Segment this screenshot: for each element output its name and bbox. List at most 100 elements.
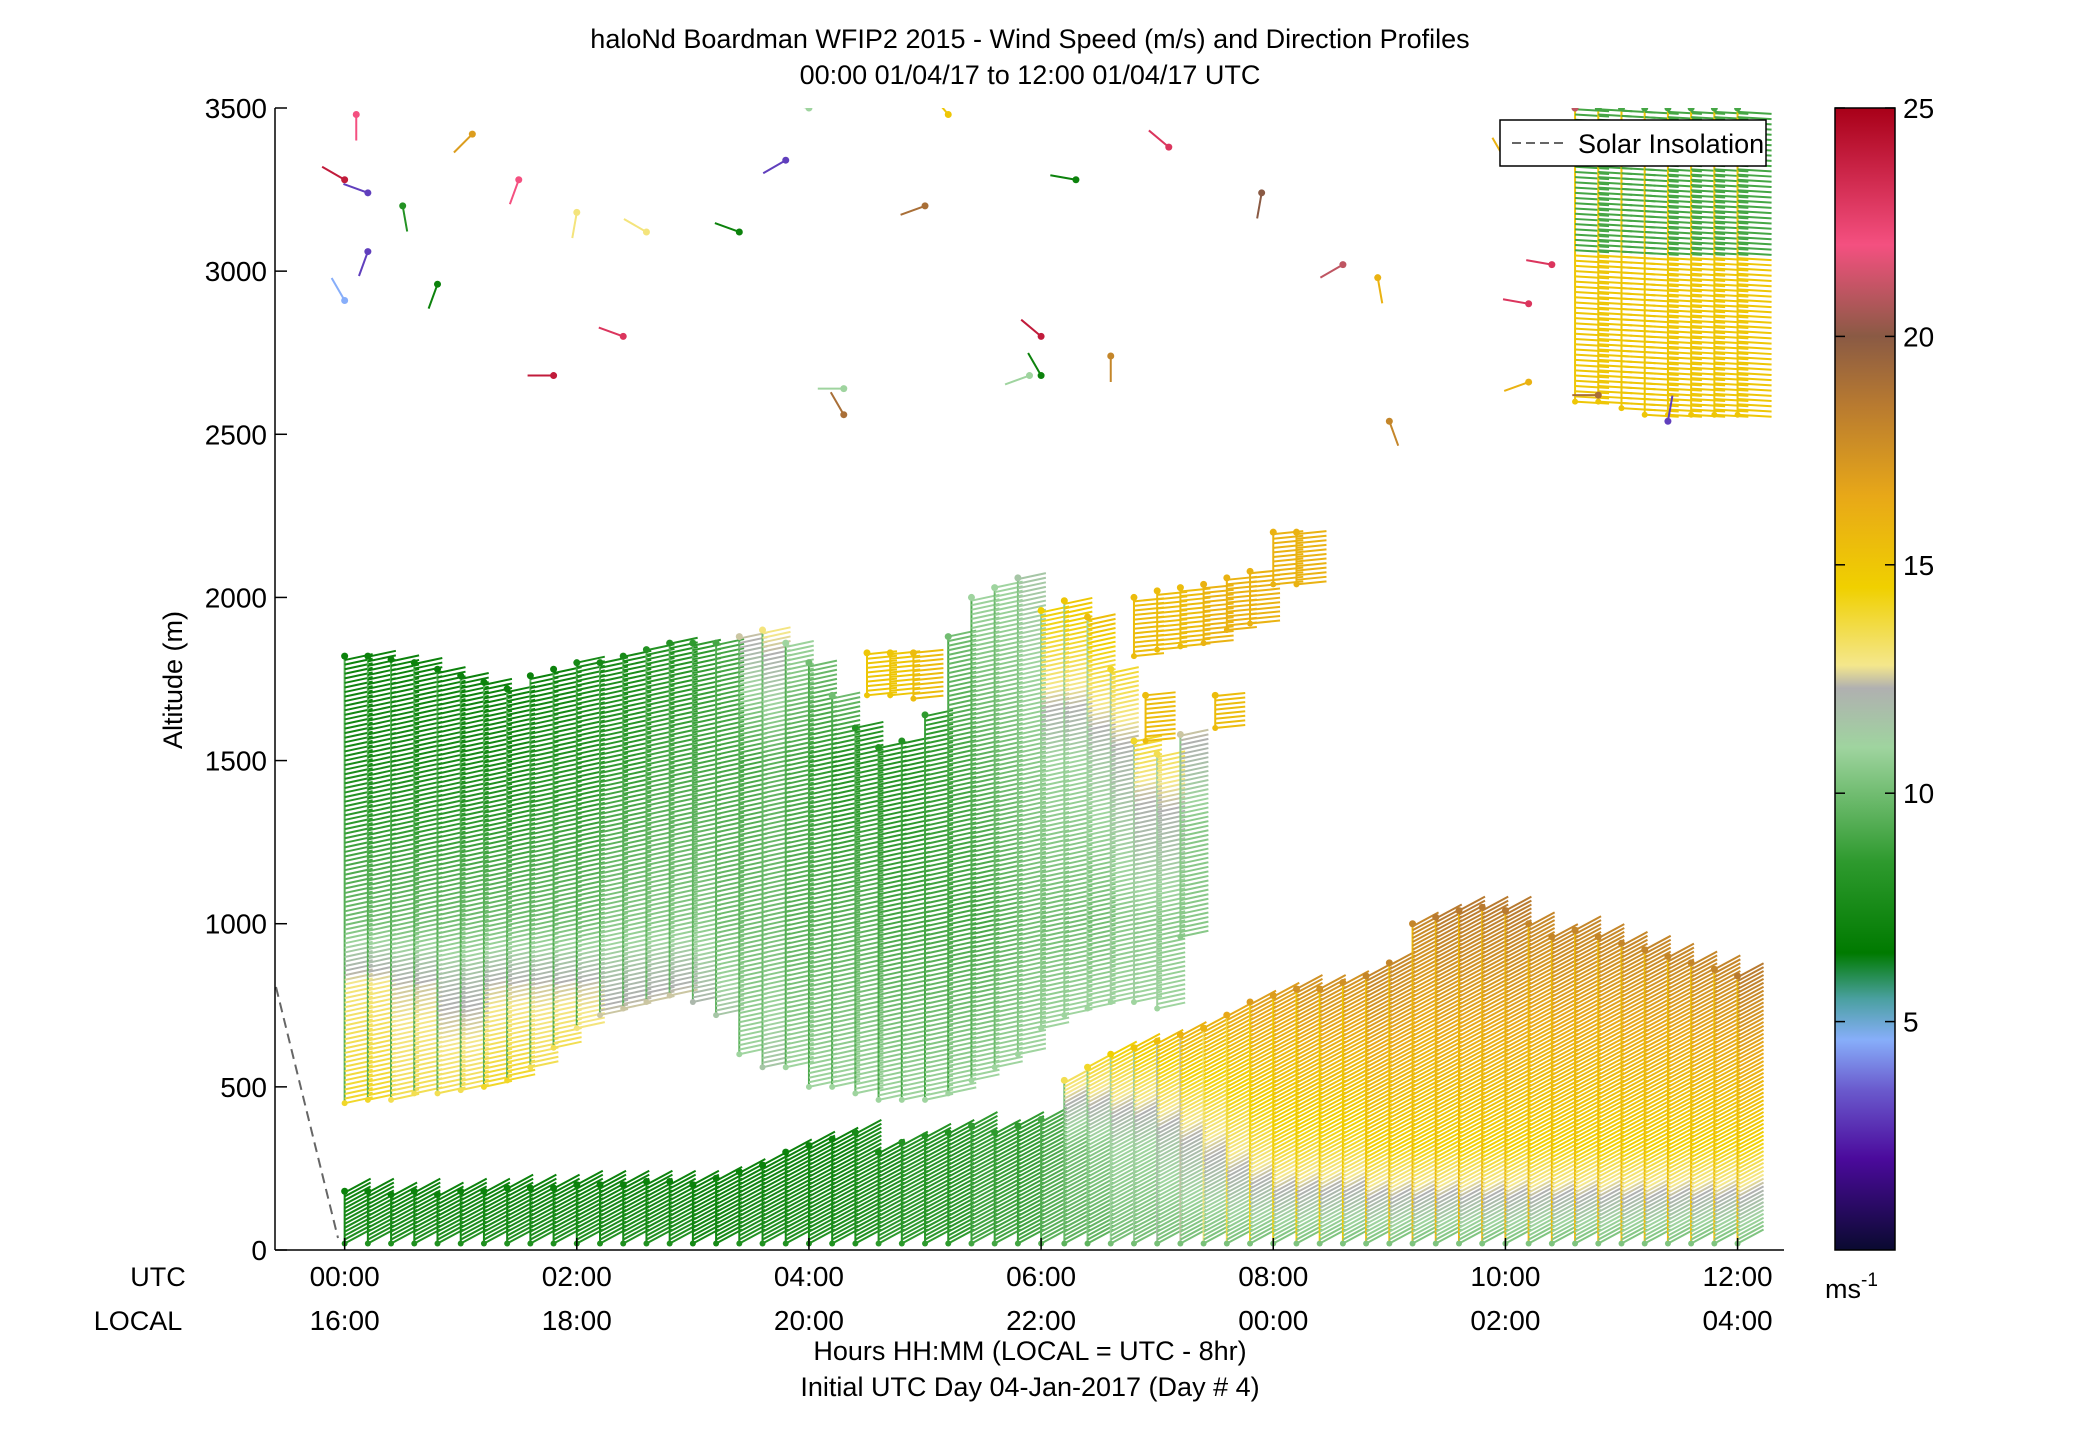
barb-head bbox=[434, 1191, 441, 1198]
barb-head bbox=[991, 584, 998, 591]
barb-base bbox=[1154, 647, 1160, 653]
barb-base bbox=[713, 1240, 719, 1246]
barb-head bbox=[910, 649, 917, 656]
barb-head bbox=[689, 1181, 696, 1188]
barb-head bbox=[875, 1149, 882, 1156]
barb-head bbox=[480, 679, 487, 686]
barb-base bbox=[1038, 1025, 1044, 1031]
barb-base bbox=[1224, 1240, 1230, 1246]
barb-head bbox=[922, 711, 929, 718]
barb-base bbox=[1143, 738, 1149, 744]
barb-base bbox=[504, 1077, 510, 1083]
barb-base bbox=[992, 1240, 998, 1246]
barb-base bbox=[922, 1240, 928, 1246]
barb-base bbox=[1061, 1012, 1067, 1018]
barb-head bbox=[875, 744, 882, 751]
barb-base bbox=[597, 1012, 603, 1018]
barb-head bbox=[411, 1188, 418, 1195]
barb-base bbox=[551, 1240, 557, 1246]
barb-base bbox=[945, 1090, 951, 1096]
barb-base bbox=[829, 1240, 835, 1246]
barb-head bbox=[759, 627, 766, 634]
barb-head bbox=[666, 1178, 673, 1185]
barb-base bbox=[1212, 725, 1218, 731]
barb-head bbox=[527, 1185, 534, 1192]
barb-base bbox=[1270, 581, 1276, 587]
barb-base bbox=[411, 1240, 417, 1246]
barb-head bbox=[620, 653, 627, 660]
barb-head bbox=[364, 653, 371, 660]
barb-head bbox=[1293, 529, 1300, 536]
barb-base bbox=[1177, 1240, 1183, 1246]
barb-head bbox=[829, 1136, 836, 1143]
barb-head bbox=[341, 653, 348, 660]
barb-head bbox=[991, 1129, 998, 1136]
barb-head bbox=[736, 633, 743, 640]
barb-base bbox=[864, 692, 870, 698]
barb-base bbox=[736, 1051, 742, 1057]
barb-base bbox=[1201, 640, 1207, 646]
barb-head bbox=[887, 649, 894, 656]
barb-base bbox=[922, 1097, 928, 1103]
barb-base bbox=[1177, 934, 1183, 940]
barb-head bbox=[1177, 731, 1184, 738]
barb-base bbox=[1177, 643, 1183, 649]
barb-base bbox=[1131, 1240, 1137, 1246]
barb-head bbox=[1130, 594, 1137, 601]
barb-base bbox=[481, 1240, 487, 1246]
barb-base bbox=[1131, 653, 1137, 659]
barb-base bbox=[968, 1240, 974, 1246]
barb-base bbox=[829, 1084, 835, 1090]
barb-head bbox=[1084, 614, 1091, 621]
barb-base bbox=[643, 1240, 649, 1246]
barb-head bbox=[1061, 1077, 1068, 1084]
barb-head bbox=[364, 1188, 371, 1195]
barb-base bbox=[1108, 1240, 1114, 1246]
barb-base bbox=[1154, 1006, 1160, 1012]
barb-base bbox=[876, 1240, 882, 1246]
barb-head bbox=[922, 1132, 929, 1139]
barb-base bbox=[365, 1097, 371, 1103]
barb-head bbox=[898, 737, 905, 744]
barb-base bbox=[1108, 999, 1114, 1005]
barb-base bbox=[1015, 1051, 1021, 1057]
barb-base bbox=[1293, 581, 1299, 587]
barb-base bbox=[1247, 1240, 1253, 1246]
barb-base bbox=[852, 1090, 858, 1096]
barb-base bbox=[458, 1087, 464, 1093]
barb-base bbox=[1247, 621, 1253, 627]
barb-base bbox=[760, 1064, 766, 1070]
barb-base bbox=[435, 1240, 441, 1246]
barb-head bbox=[968, 1123, 975, 1130]
barb-head bbox=[457, 1188, 464, 1195]
barb-base bbox=[597, 1240, 603, 1246]
barb-base bbox=[1015, 1240, 1021, 1246]
barb-head bbox=[504, 1185, 511, 1192]
barb-base bbox=[667, 1240, 673, 1246]
barb-head bbox=[736, 1168, 743, 1175]
barb-base bbox=[1317, 1240, 1323, 1246]
barb-base bbox=[852, 1240, 858, 1246]
barb-head bbox=[713, 1175, 720, 1182]
barb-head bbox=[1014, 1123, 1021, 1130]
barb-base bbox=[620, 1006, 626, 1012]
barb-base bbox=[1131, 999, 1137, 1005]
barb-head bbox=[1247, 999, 1254, 1006]
barb-base bbox=[388, 1240, 394, 1246]
barb-head bbox=[968, 594, 975, 601]
barb-head bbox=[620, 1181, 627, 1188]
barb-head bbox=[341, 1188, 348, 1195]
barb-base bbox=[481, 1084, 487, 1090]
barb-head bbox=[759, 1162, 766, 1169]
barb-base bbox=[806, 1084, 812, 1090]
barb-base bbox=[1293, 1240, 1299, 1246]
barb-base bbox=[876, 1097, 882, 1103]
barb-head bbox=[945, 1129, 952, 1136]
barb-base bbox=[458, 1240, 464, 1246]
barb-base bbox=[365, 1240, 371, 1246]
barb-head bbox=[689, 640, 696, 647]
barb-head bbox=[1061, 597, 1068, 604]
barb-base bbox=[887, 692, 893, 698]
barb-base bbox=[899, 1097, 905, 1103]
